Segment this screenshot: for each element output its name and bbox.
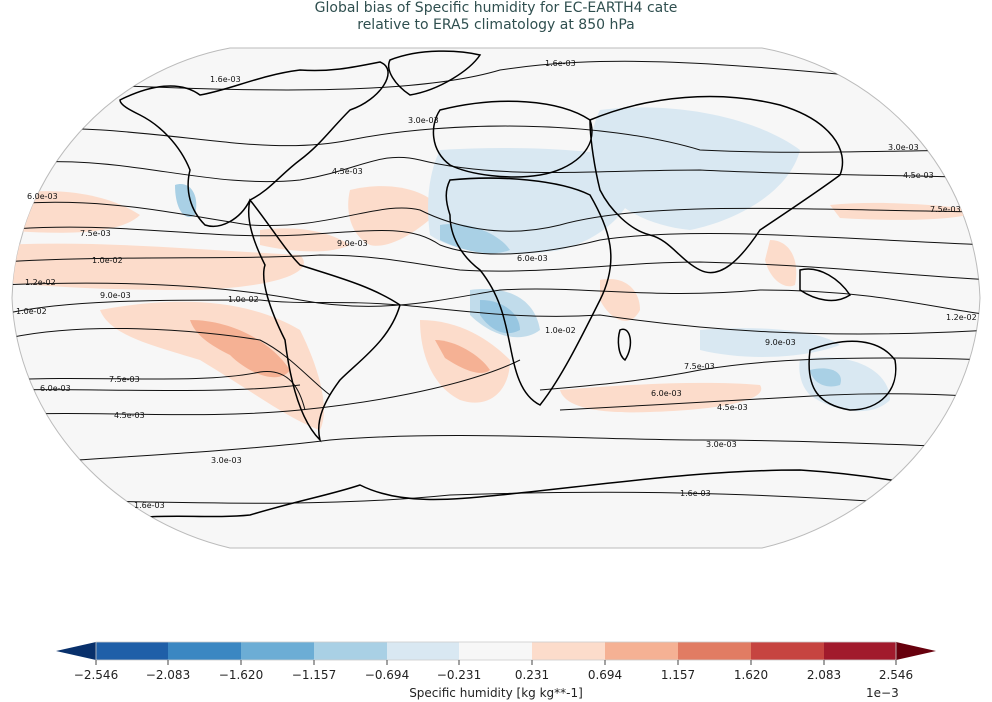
contour-label: 7.5e-03 (684, 362, 715, 371)
contour-label: 6.0e-03 (651, 389, 682, 398)
contour-label: 6.0e-03 (517, 254, 548, 263)
chart-title: Global bias of Specific humidity for EC-… (0, 0, 992, 34)
contour-label: 3.0e-03 (706, 440, 737, 449)
contour-label: 1.0e-02 (92, 256, 123, 265)
colorbar-label: Specific humidity [kg kg**-1] (409, 686, 583, 700)
colorbar-tick-label: −1.157 (291, 668, 337, 682)
colorbar-extend-high (896, 642, 936, 660)
contour-label: 6.0e-03 (27, 192, 58, 201)
colorbar-tick-label: 2.546 (878, 668, 914, 682)
colorbar-segment (314, 642, 387, 660)
title-line-2: relative to ERA5 climatology at 850 hPa (357, 17, 635, 33)
colorbar-ticks (95, 660, 897, 665)
contour-label: 1.0e-02 (16, 307, 47, 316)
contour-label: 3.0e-03 (888, 143, 919, 152)
contour-label: 1.2e-02 (25, 278, 56, 287)
colorbar-extend-low (56, 642, 96, 660)
coastline-layer (99, 50, 980, 526)
colorbar-segment (241, 642, 314, 660)
colorbar-tick-label: −0.231 (436, 668, 482, 682)
contour-label: 1.2e-02 (946, 313, 977, 322)
colorbar-segment (459, 642, 532, 660)
colorbar-tick-label: 2.083 (806, 668, 842, 682)
contour-label: 4.5e-03 (903, 171, 934, 180)
colorbar-segment (751, 642, 824, 660)
colorbar-exponent: 1e−3 (866, 686, 899, 700)
colorbar-segment (168, 642, 241, 660)
contour-label: 9.0e-03 (765, 338, 796, 347)
colorbar-tick-label: 0.694 (587, 668, 623, 682)
title-line-1: Global bias of Specific humidity for EC-… (314, 0, 678, 16)
colorbar-segment (96, 642, 169, 660)
contour-label: 3.0e-03 (408, 116, 439, 125)
colorbar-tick-label: 1.157 (660, 668, 696, 682)
colorbar (56, 641, 936, 665)
colorbar-tick-label: −2.546 (73, 668, 119, 682)
contour-label: 3.0e-03 (211, 456, 242, 465)
contour-label: 1.6e-03 (545, 59, 576, 68)
contour-label: 9.0e-03 (337, 239, 368, 248)
colorbar-segment (387, 642, 460, 660)
contour-label: 9.0e-03 (100, 291, 131, 300)
contour-label: 1.0e-02 (228, 295, 259, 304)
bias-fill-layer (12, 107, 980, 430)
contour-label: 7.5e-03 (930, 205, 961, 214)
colorbar-segment (605, 642, 678, 660)
contour-label: 7.5e-03 (80, 229, 111, 238)
contour-label: 1.6e-03 (210, 75, 241, 84)
colorbar-tick-label: −0.694 (364, 668, 410, 682)
contour-label: 1.0e-02 (545, 326, 576, 335)
contour-layer (12, 60, 980, 511)
colorbar-tick-label: −2.083 (145, 668, 191, 682)
colorbar-tick-label: 1.620 (733, 668, 769, 682)
contour-label: 4.5e-03 (332, 167, 363, 176)
contour-label: 4.5e-03 (114, 411, 145, 420)
contour-label: 7.5e-03 (109, 375, 140, 384)
contour-label: 6.0e-03 (40, 384, 71, 393)
map-plot: 1.6e-03 1.6e-03 3.0e-03 3.0e-03 4.5e-03 … (11, 47, 981, 549)
contour-label: 4.5e-03 (717, 403, 748, 412)
colorbar-tick-label: −1.620 (218, 668, 264, 682)
colorbar-segment (824, 642, 897, 660)
colorbar-segment (678, 642, 751, 660)
contour-label: 1.6e-03 (134, 501, 165, 510)
contour-label: 1.6e-03 (680, 489, 711, 498)
colorbar-segment (532, 642, 605, 660)
contour-labels: 1.6e-03 1.6e-03 3.0e-03 3.0e-03 4.5e-03 … (16, 59, 977, 510)
colorbar-tick-label: 0.231 (514, 668, 550, 682)
